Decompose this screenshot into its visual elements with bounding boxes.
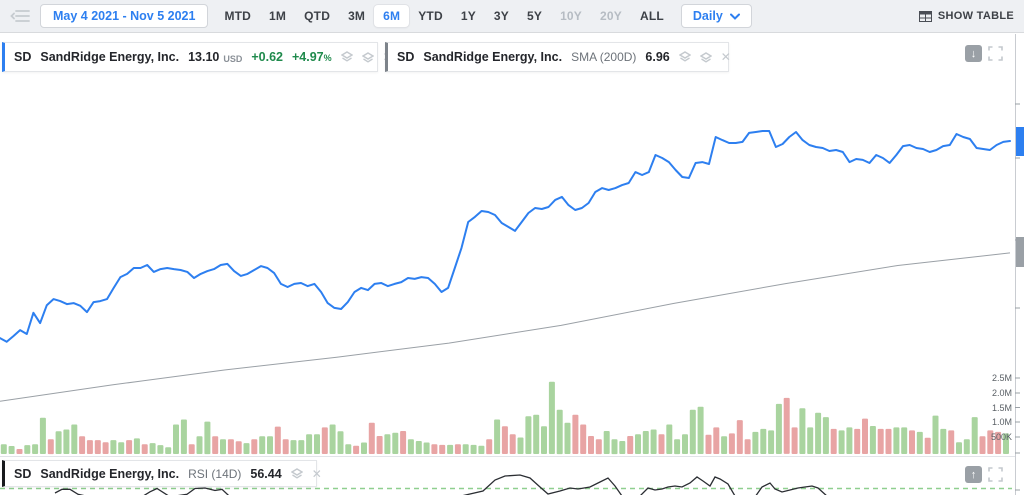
company-name: SandRidge Energy, Inc. [40,466,180,481]
range-button-1m[interactable]: 1M [269,9,287,23]
interval-label: Daily [692,9,723,23]
table-icon [918,10,932,22]
layers-up-icon[interactable] [678,51,691,63]
date-range-label: May 4 2021 - Nov 5 2021 [53,9,196,23]
download-icon[interactable]: ↓ [965,45,982,62]
interval-select[interactable]: Daily [680,4,752,28]
price-panel-actions: ↓ [965,45,1003,62]
volume-axis-label: 2.5M [991,373,1012,383]
date-range-picker[interactable]: May 4 2021 - Nov 5 2021 [40,4,209,28]
range-button-mtd[interactable]: MTD [224,9,252,23]
last-price: 13.10 [188,50,220,64]
range-button-3y[interactable]: 3Y [493,9,509,23]
show-table-button[interactable]: SHOW TABLE [918,10,1014,22]
ticker-symbol: SD [397,50,415,64]
range-button-qtd[interactable]: QTD [304,9,331,23]
range-button-6m[interactable]: 6M [374,5,410,27]
show-table-label: SHOW TABLE [937,10,1014,22]
range-button-3m[interactable]: 3M [348,9,366,23]
indicator-value: 56.44 [250,466,282,481]
price-panel-header[interactable]: SD SandRidge Energy, Inc. 13.10 USD +0.6… [2,42,393,72]
range-button-20y[interactable]: 20Y [600,9,622,23]
currency-label: USD [223,53,243,64]
volume-axis-label: 2.0M [991,388,1012,398]
expand-icon[interactable] [988,467,1003,482]
range-button-10y[interactable]: 10Y [560,9,583,23]
indicator-value: 6.96 [645,50,670,64]
range-button-ytd[interactable]: YTD [418,9,443,23]
toolbar: May 4 2021 - Nov 5 2021 MTD 1M QTD 3M 6M YTD 1… [0,0,1024,33]
layers-up-icon[interactable] [340,51,353,63]
rsi-panel-actions: ↑ [965,466,1003,483]
close-icon[interactable]: ✕ [720,50,731,64]
range-buttons: MTD 1M QTD 3M 6M YTD 1Y 3Y 5Y 10Y 20Y ALL [215,5,672,27]
range-button-5y[interactable]: 5Y [526,9,543,23]
layers-icon[interactable] [290,467,303,480]
move-up-icon[interactable]: ↑ [965,466,982,483]
volume-axis-label: 500K [990,432,1012,442]
company-name: SandRidge Energy, Inc. [423,50,563,64]
close-icon[interactable]: ✕ [311,466,322,481]
chevron-down-icon [729,13,740,20]
ticker-symbol: SD [14,466,32,481]
range-button-1y[interactable]: 1Y [460,9,476,23]
volume-axis-label: 1.0M [991,417,1012,427]
ticker-symbol: SD [14,50,32,64]
expand-icon[interactable] [988,46,1003,61]
indicator-label: SMA (200D) [571,50,637,64]
layers-down-icon[interactable] [699,51,712,63]
main-chart-svg[interactable] [0,34,1024,495]
volume-axis-label: 1.5M [991,402,1012,413]
company-name: SandRidge Energy, Inc. [40,50,180,64]
layers-down-icon[interactable] [361,51,374,63]
indicator-label: RSI (14D) [188,466,242,481]
price-change-pct: +4.97% [292,50,332,64]
range-button-all[interactable]: ALL [639,9,664,23]
price-change: +0.62 [251,50,283,64]
rsi-panel-header[interactable]: SD SandRidge Energy, Inc. RSI (14D) 56.4… [2,460,322,487]
legend-toggle-icon[interactable] [8,7,32,25]
sma-panel-header[interactable]: SD SandRidge Energy, Inc. SMA (200D) 6.9… [385,42,731,72]
